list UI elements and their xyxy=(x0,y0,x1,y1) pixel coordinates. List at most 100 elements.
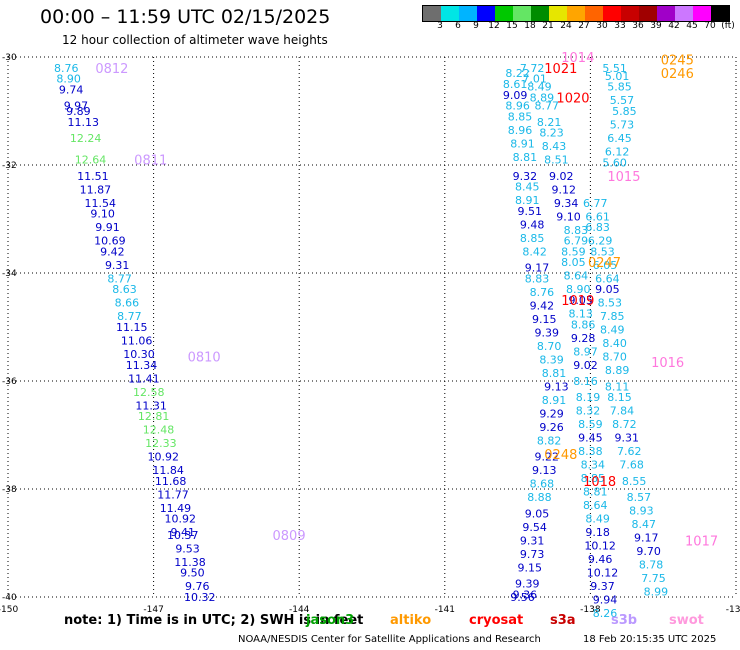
wave-height-value: 8.81 xyxy=(542,367,567,380)
pass-label: 0247 xyxy=(588,256,621,271)
wave-height-value: 8.70 xyxy=(537,340,562,353)
wave-height-value: 11.06 xyxy=(121,335,153,348)
wave-height-value: 8.32 xyxy=(576,405,601,418)
y-tick-label: -30 xyxy=(2,53,17,63)
wave-height-value: 8.83 xyxy=(564,224,589,237)
colorbar-label: 9 xyxy=(473,21,479,31)
x-tick-label: -147 xyxy=(143,605,163,615)
wave-height-value: 9.29 xyxy=(539,407,564,420)
y-tick-label: -40 xyxy=(2,593,17,603)
wave-height-value: 8.77 xyxy=(534,100,559,113)
wave-height-value: 11.34 xyxy=(126,359,158,372)
wave-height-value: 8.21 xyxy=(537,116,562,129)
wave-height-value: 10.92 xyxy=(165,513,197,526)
wave-height-value: 9.09 xyxy=(503,89,528,102)
wave-height-value: 8.47 xyxy=(632,518,657,531)
colorbar-label: 24 xyxy=(560,21,572,31)
wave-height-value: 8.43 xyxy=(542,140,567,153)
wave-height-value: 9.26 xyxy=(539,421,564,434)
wave-height-value: 8.91 xyxy=(510,137,535,150)
colorbar-label: 70 xyxy=(704,21,716,31)
wave-height-value: 8.53 xyxy=(598,297,623,310)
wave-height-value: 8.96 xyxy=(505,100,530,113)
wave-height-value: 10.32 xyxy=(184,591,216,604)
wave-height-value: 11.68 xyxy=(155,475,187,488)
wave-height-value: 9.17 xyxy=(525,262,550,275)
wave-height-value: 9.32 xyxy=(513,170,538,183)
wave-height-value: 9.10 xyxy=(556,210,581,223)
colorbar-label: 39 xyxy=(650,21,662,31)
wave-height-value: 8.76 xyxy=(530,286,555,299)
wave-height-value: 10.92 xyxy=(148,451,180,464)
wave-height-value: 7.85 xyxy=(600,310,625,323)
wave-height-value: 8.55 xyxy=(622,475,647,488)
wave-height-value: 8.61 xyxy=(503,78,528,91)
wave-height-value: 5.73 xyxy=(610,119,635,132)
wave-height-value: 5.85 xyxy=(607,81,632,94)
wave-height-value: 8.39 xyxy=(539,353,564,366)
colorbar-swatch xyxy=(441,6,459,21)
x-tick-label: -144 xyxy=(289,605,310,615)
pass-label: 1018 xyxy=(583,475,616,490)
wave-height-value: 8.19 xyxy=(576,391,601,404)
y-tick-label: -38 xyxy=(2,485,17,495)
wave-height-value: 8.05 xyxy=(561,256,586,269)
wave-height-value: 8.45 xyxy=(515,181,540,194)
wave-height-value: 9.74 xyxy=(59,83,84,96)
x-tick-label: -141 xyxy=(435,605,455,615)
wave-height-value: 11.38 xyxy=(174,556,206,569)
wave-height-value: 7.84 xyxy=(610,405,635,418)
colorbar-label: 27 xyxy=(578,21,590,31)
x-tick-label: -138 xyxy=(580,605,601,615)
wave-height-value: 9.34 xyxy=(554,197,579,210)
wave-height-value: 9.97 xyxy=(64,100,89,113)
colorbar-label: 30 xyxy=(596,21,608,31)
wave-height-value: 12.48 xyxy=(143,424,175,437)
colorbar-label: 21 xyxy=(542,21,554,31)
wave-height-value: 6.12 xyxy=(605,146,630,159)
pass-label: 0246 xyxy=(661,67,694,82)
pass-label: 1015 xyxy=(607,170,640,185)
wave-height-value: 9.15 xyxy=(532,313,557,326)
colorbar-label: 15 xyxy=(506,21,518,31)
wave-height-value: 9.13 xyxy=(544,380,569,393)
wave-height-value: 10.30 xyxy=(123,348,155,361)
wave-height-value: 6.77 xyxy=(583,197,608,210)
colorbar-label: 36 xyxy=(632,21,644,31)
wave-height-value: 8.78 xyxy=(639,559,664,572)
y-tick-label: -36 xyxy=(2,377,17,387)
wave-height-value: 12.58 xyxy=(133,386,165,399)
wave-height-value: 9.41 xyxy=(170,526,195,539)
wave-height-value: 9.39 xyxy=(515,578,540,591)
wave-height-value: 6.79 xyxy=(564,235,589,248)
wave-height-value: 8.90 xyxy=(56,73,81,86)
wave-height-value: 9.50 xyxy=(180,567,205,580)
wave-height-value: 8.68 xyxy=(530,478,555,491)
wave-height-value: 9.12 xyxy=(551,183,576,196)
wave-height-value: 9.05 xyxy=(568,294,593,307)
colorbar-label: 12 xyxy=(488,21,500,31)
wave-height-value: 9.02 xyxy=(549,170,574,183)
wave-height-value: 8.16 xyxy=(573,375,598,388)
wave-height-value: 7.01 xyxy=(522,73,547,86)
colorbar-swatch xyxy=(495,6,513,21)
wave-height-value: 9.91 xyxy=(95,221,120,234)
wave-height-value: 8.26 xyxy=(593,607,618,620)
wave-height-value: 7.62 xyxy=(617,445,642,458)
wave-height-value: 8.57 xyxy=(627,491,652,504)
wave-height-value: 12.33 xyxy=(145,437,177,450)
wave-height-value: 8.85 xyxy=(581,472,606,485)
colorbar-swatch xyxy=(693,6,711,21)
wave-height-value: 11.84 xyxy=(152,464,184,477)
wave-height-value: 7.75 xyxy=(641,572,666,585)
wave-height-value: 11.87 xyxy=(80,183,112,196)
wave-height-value: 9.70 xyxy=(636,545,661,558)
colorbar-label: 3 xyxy=(437,21,443,31)
wave-height-value: 9.05 xyxy=(525,507,550,520)
wave-height-value: 8.22 xyxy=(505,67,530,80)
satellite-legend-altiko: altiko xyxy=(390,613,432,628)
wave-height-value: 9.51 xyxy=(517,205,542,218)
pass-label: 1017 xyxy=(685,534,718,549)
wave-height-value: 8.81 xyxy=(513,151,538,164)
